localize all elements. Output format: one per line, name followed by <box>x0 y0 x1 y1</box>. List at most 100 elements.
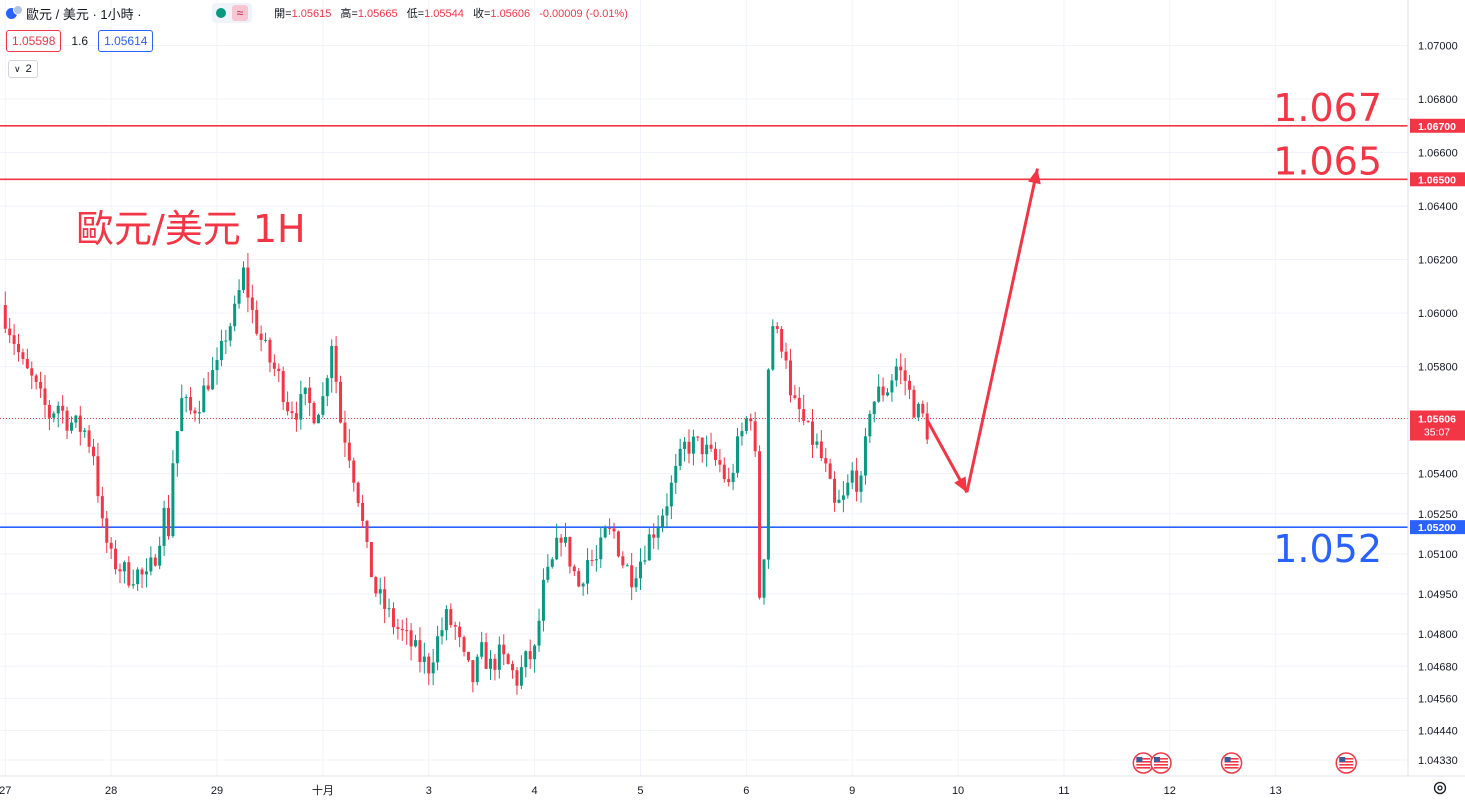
candle-body <box>484 642 488 669</box>
time-tick-label: 9 <box>849 785 855 797</box>
symbol-title[interactable]: 歐元 / 美元 · 1小時 · <box>26 6 142 22</box>
candlestick-series <box>3 253 929 695</box>
candle-body <box>696 436 700 438</box>
price-tick-label: 1.04680 <box>1418 661 1458 673</box>
candle-body <box>581 583 585 587</box>
candle-body <box>594 559 598 561</box>
price-axis[interactable]: 1.07000 1.06800 1.06600 1.06400 1.06200 1.060… <box>1407 0 1458 776</box>
candle-body <box>308 387 312 403</box>
candle-body <box>824 458 828 464</box>
candle-body <box>114 548 118 570</box>
candle-body <box>921 403 925 414</box>
candle-body <box>559 537 563 543</box>
candle-body <box>444 609 448 631</box>
candle-body <box>718 460 722 465</box>
candle-body <box>603 527 607 538</box>
candle-body <box>661 515 665 528</box>
gear-icon[interactable] <box>1432 780 1448 796</box>
market-status[interactable]: ≈ <box>211 3 253 23</box>
candle-body <box>471 660 475 683</box>
candle-body <box>259 333 263 340</box>
candle-body <box>136 569 140 585</box>
candle-body <box>634 578 638 588</box>
candle-body <box>92 446 96 457</box>
candle-body <box>568 536 572 567</box>
buy-price-button[interactable]: 1.05614 <box>98 30 154 52</box>
us-flag-icon[interactable] <box>1335 752 1357 774</box>
candle-body <box>65 410 69 431</box>
candle-body <box>475 656 479 683</box>
currency-pair-icon[interactable] <box>6 5 23 21</box>
candle-body <box>436 636 440 663</box>
economic-events[interactable] <box>1132 752 1357 774</box>
price-tick-label: 1.06000 <box>1418 308 1458 320</box>
time-tick-label: 29 <box>211 785 223 797</box>
candle-body <box>793 395 797 398</box>
candle-body <box>828 463 832 479</box>
last-price-tag <box>1410 410 1465 441</box>
price-tick-label: 1.04440 <box>1418 726 1458 738</box>
candle-body <box>400 628 404 631</box>
time-axis[interactable]: 27 28 29 十月 3 4 5 6 9 10 11 12 13 <box>0 775 1465 797</box>
candle-body <box>87 430 91 447</box>
level-annotation: 1.052 <box>1273 527 1382 571</box>
us-flag-icon[interactable] <box>1132 752 1155 774</box>
candle-body <box>255 309 259 334</box>
candle-body <box>528 651 532 660</box>
candle-body <box>206 385 210 390</box>
candle-body <box>608 527 612 529</box>
flag-stripe <box>1339 764 1354 766</box>
candle-body <box>572 566 576 572</box>
candle-body <box>868 414 872 437</box>
candle-body <box>766 369 770 560</box>
time-tick-label: 27 <box>0 785 11 797</box>
us-flag-icon[interactable] <box>1220 752 1243 774</box>
candle-body <box>171 463 175 537</box>
candle-body <box>669 482 673 507</box>
candle-body <box>780 328 784 352</box>
candle-body <box>330 346 334 379</box>
ohlc-low-value: 1.05544 <box>424 8 464 20</box>
candle-body <box>8 328 12 336</box>
last-price-value: 1.05606 <box>1418 414 1456 426</box>
candle-body <box>391 608 395 628</box>
candle-body <box>705 444 709 455</box>
candle-body <box>740 431 744 437</box>
candle-body <box>722 464 726 480</box>
candle-body <box>56 405 60 414</box>
status-badge[interactable]: ≈ <box>231 5 249 21</box>
candle-body <box>175 431 179 464</box>
candle-body <box>621 556 625 566</box>
candle-body <box>352 460 356 483</box>
flag-stripe <box>1153 761 1168 763</box>
candle-body <box>700 437 704 455</box>
level-price-tag <box>1410 118 1465 133</box>
candle-body <box>25 358 29 369</box>
time-tick-label: 6 <box>743 785 749 797</box>
candle-body <box>241 267 245 291</box>
candle-body <box>563 536 567 543</box>
price-tick-label: 1.06200 <box>1418 255 1458 267</box>
ohlc-close-label: 收= <box>472 8 491 20</box>
candle-body <box>325 378 329 397</box>
us-flag-icon[interactable] <box>1150 752 1172 774</box>
price-tick-label: 1.04800 <box>1418 629 1458 641</box>
candle-body <box>122 562 126 572</box>
sell-price-button[interactable]: 1.05598 <box>6 30 62 52</box>
candle-body <box>21 352 25 359</box>
candle-body <box>683 441 687 449</box>
candle-body <box>908 380 912 390</box>
candle-body <box>144 571 148 575</box>
level-price-tag-label: 1.06700 <box>1418 121 1456 133</box>
candle-body <box>30 368 34 376</box>
indicators-toggle[interactable]: ∨ 2 <box>8 60 38 78</box>
candle-body <box>885 392 889 396</box>
level-annotation: 1.065 <box>1273 139 1382 183</box>
quote-panel: 1.05598 1.6 1.05614 <box>6 30 154 52</box>
candle-body <box>462 637 466 652</box>
time-tick-label: 28 <box>105 785 117 797</box>
candle-body <box>806 420 810 422</box>
candle-body <box>43 388 47 405</box>
candle-body <box>687 441 691 454</box>
